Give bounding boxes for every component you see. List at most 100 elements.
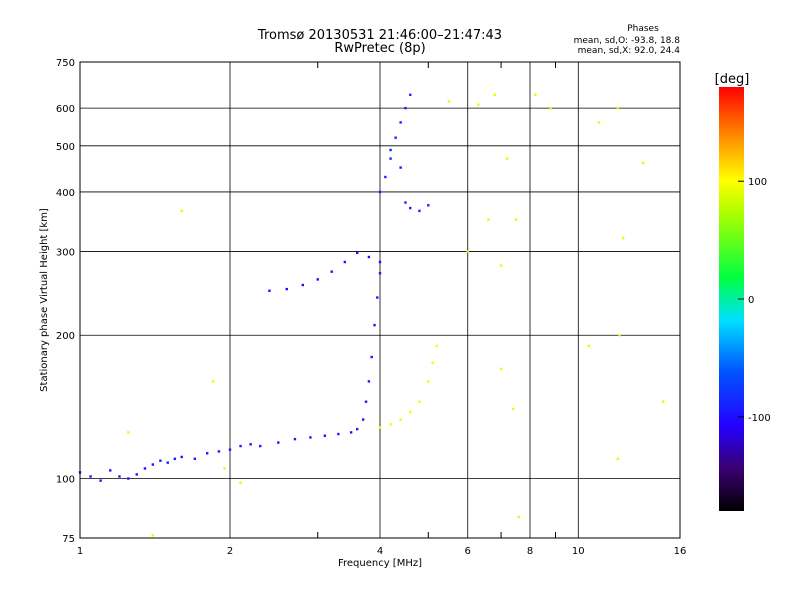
colorbar-tick-label: -100 — [748, 413, 771, 424]
data-point — [376, 296, 379, 299]
plot-frame — [79, 61, 681, 539]
data-point — [151, 463, 155, 466]
data-point — [505, 157, 509, 160]
data-point — [151, 534, 155, 537]
data-point — [337, 432, 340, 436]
data-point — [205, 452, 209, 455]
y-tick-label: 400 — [56, 188, 75, 199]
data-point — [193, 457, 197, 461]
data-point — [409, 410, 412, 414]
data-point — [361, 418, 365, 421]
data-point — [355, 427, 359, 431]
data-point — [493, 93, 497, 96]
data-point — [534, 93, 537, 96]
data-point — [621, 236, 625, 240]
y-tick-label: 300 — [56, 247, 75, 258]
data-point — [268, 289, 271, 292]
data-point — [223, 467, 226, 470]
chart-title: Tromsø 20130531 21:46:00–21:47:43 — [257, 28, 502, 43]
data-point — [618, 334, 621, 337]
data-point — [228, 448, 232, 451]
data-point — [427, 204, 430, 207]
data-point — [427, 380, 430, 383]
data-point — [89, 475, 92, 478]
data-point — [616, 106, 619, 110]
data-point — [389, 157, 392, 160]
data-point — [349, 431, 353, 434]
data-point — [399, 166, 402, 169]
data-points — [78, 93, 665, 537]
data-point — [343, 260, 347, 264]
y-tick-label: 750 — [56, 58, 75, 69]
y-tick-label: 75 — [62, 534, 75, 545]
data-point — [159, 459, 162, 462]
data-point — [399, 418, 402, 421]
data-point — [514, 218, 518, 221]
data-point — [301, 283, 305, 287]
data-point — [180, 209, 183, 213]
data-point — [330, 270, 333, 273]
colorbar-tick-label: 100 — [748, 177, 767, 188]
y-axis-ticks: 75 100 200 300 400 500 600 750 — [56, 58, 75, 545]
x-axis-label: Frequency [MHz] — [338, 558, 422, 569]
x-tick-label: 4 — [377, 546, 383, 557]
data-point — [389, 148, 392, 152]
data-point — [378, 426, 382, 429]
data-point — [364, 400, 368, 403]
y-tick-label: 100 — [56, 475, 75, 486]
data-point — [378, 190, 382, 194]
data-point — [367, 380, 371, 383]
data-point — [323, 434, 327, 437]
y-axis-label: Stationary phase Virtual Height [km] — [39, 208, 50, 392]
data-point — [404, 201, 407, 204]
colorbar-ticks: 100 0 -100 — [738, 177, 771, 424]
data-point — [409, 206, 412, 210]
data-point — [431, 361, 434, 365]
x-tick-label: 8 — [527, 546, 533, 557]
data-point — [517, 515, 521, 519]
x-tick-label: 6 — [465, 546, 471, 557]
data-point — [211, 380, 215, 383]
data-point — [435, 344, 438, 348]
data-point — [587, 344, 591, 348]
data-point — [477, 103, 480, 106]
data-point — [367, 255, 371, 259]
x-tick-label: 2 — [227, 546, 233, 557]
chart-subtitle: RwPretec (8p) — [334, 41, 425, 56]
data-point — [418, 400, 421, 403]
data-point — [399, 121, 402, 124]
data-point — [378, 260, 382, 264]
data-point — [217, 450, 221, 453]
y-tick-label: 600 — [56, 104, 75, 115]
data-point — [135, 473, 138, 476]
x-tick-label: 16 — [674, 546, 687, 557]
data-point — [447, 100, 451, 103]
data-point — [277, 441, 280, 444]
stats-line-o: mean, sd,O: -93.8, 18.8 — [574, 36, 681, 46]
data-point — [370, 355, 373, 359]
data-point — [661, 400, 665, 403]
data-point — [285, 287, 288, 291]
data-point — [239, 481, 242, 484]
data-point — [259, 444, 262, 448]
colorbar-label: [deg] — [715, 72, 750, 87]
data-point — [239, 444, 242, 448]
data-point — [378, 272, 382, 275]
data-point — [642, 161, 645, 165]
x-tick-label: 10 — [572, 546, 585, 557]
data-point — [293, 437, 297, 441]
data-point — [549, 106, 552, 110]
data-point — [99, 479, 102, 482]
stats-heading: Phases — [627, 24, 659, 34]
grid — [79, 61, 681, 539]
y-tick-label: 500 — [56, 142, 75, 153]
data-point — [127, 431, 130, 434]
data-point — [394, 136, 397, 139]
data-point — [384, 175, 387, 179]
data-point — [249, 443, 252, 446]
data-point — [597, 121, 601, 124]
data-point — [373, 323, 376, 327]
data-point — [109, 469, 112, 472]
data-point — [418, 209, 421, 213]
